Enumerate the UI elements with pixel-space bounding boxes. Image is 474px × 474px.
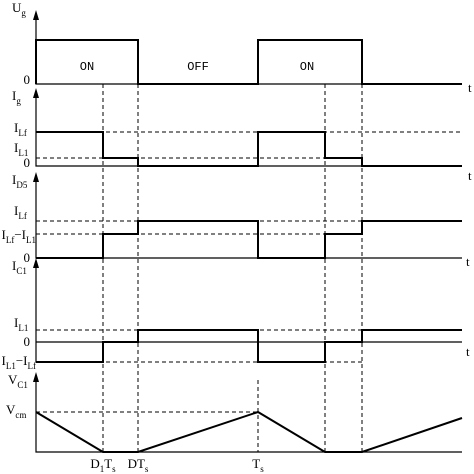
subscript: L1: [18, 148, 28, 158]
axis-label: VC1: [8, 372, 28, 390]
label-part: −I: [16, 353, 28, 368]
dashed-guides: [36, 84, 462, 452]
state-label: ON: [300, 60, 314, 74]
level-label: 0: [24, 72, 31, 87]
label-part: 0: [24, 72, 31, 87]
t-label: t: [468, 80, 472, 95]
label-part: V: [6, 402, 16, 417]
level-label: IL1−ILf: [1, 353, 36, 371]
label-part: I: [12, 88, 16, 103]
label-part: U: [12, 0, 22, 15]
level-label: 0: [24, 334, 31, 349]
level-label: IL1: [14, 315, 28, 333]
label-part: T: [252, 456, 260, 471]
waveforms: [35, 39, 463, 453]
subscript: L1: [26, 235, 36, 245]
level-label: Vcm: [6, 402, 26, 420]
label-part: I: [14, 140, 18, 155]
subscript: C1: [17, 380, 28, 390]
subscript: s: [260, 464, 264, 474]
level-label: IL1: [14, 140, 28, 158]
level-label: ILf: [14, 203, 27, 221]
label-part: T: [104, 456, 112, 471]
time-label: D1Ts: [90, 456, 116, 474]
label-part: I: [14, 315, 18, 330]
subscript: s: [112, 464, 116, 474]
t-label: t: [468, 168, 472, 183]
axes: [33, 10, 462, 453]
t-label: t: [466, 254, 470, 269]
subscript: D5: [16, 180, 27, 190]
subscript: s: [145, 464, 149, 474]
label-part: 0: [24, 334, 31, 349]
t-label: t: [466, 344, 470, 359]
level-label: 0: [24, 155, 31, 170]
label-part: I: [1, 227, 5, 242]
axis-label: ID5: [12, 172, 28, 190]
subscript: Lf: [18, 211, 27, 221]
state-label: OFF: [187, 60, 209, 74]
label-part: I: [14, 203, 18, 218]
label-part: DT: [128, 456, 145, 471]
label-part: D: [90, 456, 99, 471]
level-label: ILf: [14, 120, 27, 138]
axis-label: Ig: [12, 88, 21, 106]
level-label: 0: [24, 250, 31, 265]
state-label: ON: [80, 60, 94, 74]
label-part: V: [8, 372, 18, 387]
subscript: g: [16, 96, 21, 106]
subscript: cm: [15, 410, 26, 420]
subscript: Lf: [18, 128, 27, 138]
label-part: −I: [14, 227, 26, 242]
label-part: I: [14, 120, 18, 135]
label-part: 0: [24, 250, 31, 265]
subscript: L1: [18, 323, 28, 333]
subscript: L1: [6, 361, 16, 371]
subscript: C1: [16, 266, 27, 276]
label-part: 0: [24, 155, 31, 170]
subscript: 1: [100, 464, 105, 474]
subscript: Lf: [6, 235, 15, 245]
label-part: I: [12, 172, 16, 187]
label-part: I: [1, 353, 5, 368]
axis-label: Ug: [12, 0, 26, 18]
level-label: ILf−IL1: [1, 227, 36, 245]
time-label: DTs: [128, 456, 149, 474]
label-part: I: [12, 258, 16, 273]
time-label: Ts: [252, 456, 264, 474]
axis-label: IC1: [12, 258, 27, 276]
subscript: g: [21, 8, 26, 18]
subscript: Lf: [28, 361, 37, 371]
